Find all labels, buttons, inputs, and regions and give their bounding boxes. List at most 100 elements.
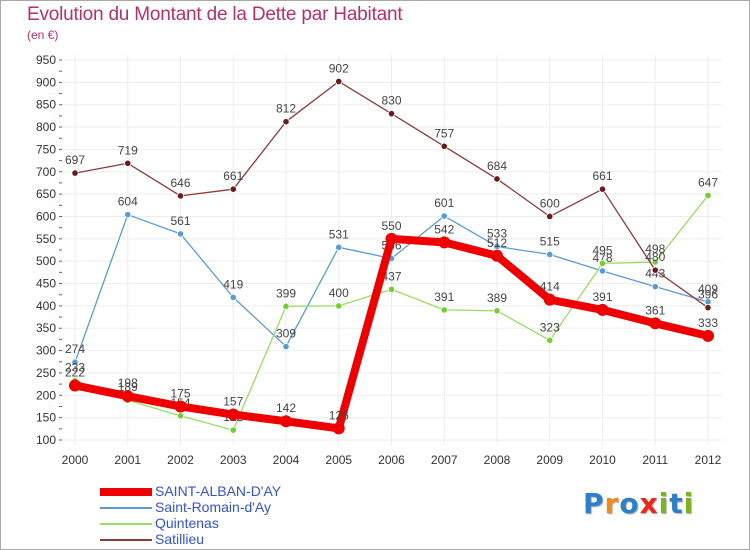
x-tick-label: 2010 — [589, 453, 616, 467]
data-point — [124, 211, 132, 219]
data-label: 389 — [487, 291, 507, 305]
data-label: 157 — [223, 395, 243, 409]
data-label: 719 — [118, 143, 138, 157]
data-label: 830 — [381, 94, 401, 108]
data-label: 684 — [487, 159, 507, 173]
data-point — [174, 400, 187, 413]
x-tick-label: 2011 — [642, 453, 668, 467]
data-label: 812 — [276, 102, 296, 116]
data-point — [71, 169, 79, 177]
data-point — [121, 390, 134, 403]
data-label: 361 — [645, 303, 665, 317]
data-point — [176, 412, 185, 420]
data-label: 478 — [592, 251, 612, 265]
data-label: 561 — [170, 214, 190, 228]
x-tick-label: 2004 — [273, 453, 300, 467]
data-label: 495 — [592, 243, 612, 257]
legend-swatch — [100, 488, 152, 496]
legend-label: Saint-Romain-d'Ay — [155, 499, 272, 515]
data-point — [491, 249, 503, 262]
data-point — [649, 317, 662, 330]
data-label: 233 — [65, 361, 85, 375]
data-point — [229, 185, 237, 193]
data-point — [385, 232, 398, 245]
y-tick-label: 800 — [36, 120, 56, 134]
data-point — [493, 175, 501, 183]
data-point — [438, 236, 451, 249]
data-point — [387, 285, 396, 293]
legend-label: SAINT-ALBAN-D'AY — [155, 483, 282, 499]
data-label: 604 — [118, 195, 138, 209]
y-tick-label: 700 — [36, 165, 56, 179]
data-point — [282, 118, 290, 126]
axis-layer: 100 150 200 250 300 350 400 450 500 550 600 650 700 7… — [36, 53, 722, 467]
data-point — [69, 379, 81, 392]
x-tick-label: 2009 — [536, 453, 563, 467]
data-label: 647 — [698, 175, 718, 189]
data-label: 512 — [487, 236, 507, 250]
data-label: 391 — [592, 290, 612, 304]
y-tick-label: 650 — [36, 187, 56, 201]
legend-label: Satillieu — [155, 531, 205, 547]
data-label: 189 — [118, 380, 138, 394]
data-point — [493, 307, 501, 315]
data-label: 661 — [223, 169, 243, 183]
x-tick-label: 2007 — [431, 453, 458, 467]
x-tick-label: 2008 — [484, 453, 511, 467]
y-tick-label: 750 — [36, 142, 56, 156]
data-label: 902 — [329, 61, 349, 75]
data-label: 480 — [645, 250, 665, 264]
data-point — [704, 191, 712, 200]
data-label: 333 — [698, 316, 718, 330]
data-point — [387, 110, 396, 118]
data-point — [440, 142, 448, 150]
data-point — [71, 358, 79, 366]
data-point — [651, 283, 659, 291]
proxiti-logo: Proxiti — [583, 487, 695, 520]
data-point — [546, 212, 554, 221]
data-label: 437 — [381, 269, 401, 283]
data-point — [124, 159, 132, 167]
data-point — [176, 230, 185, 238]
data-point — [493, 242, 501, 251]
data-point — [651, 258, 659, 266]
data-label: 531 — [329, 227, 349, 241]
legend-swatch — [100, 539, 152, 541]
data-label: 323 — [540, 320, 560, 334]
data-point — [546, 250, 554, 259]
data-point — [598, 259, 607, 268]
y-tick-label: 150 — [36, 411, 56, 425]
data-point — [229, 293, 237, 301]
y-tick-label: 300 — [36, 344, 56, 358]
data-label: 498 — [645, 242, 665, 256]
data-point — [282, 302, 290, 310]
data-label: 399 — [276, 286, 296, 300]
legend-swatch — [100, 507, 152, 509]
data-point — [704, 304, 712, 312]
data-label: 400 — [329, 286, 349, 300]
data-point — [440, 212, 448, 220]
data-label: 661 — [592, 169, 612, 183]
data-point — [282, 342, 290, 351]
legend-label: Quintenas — [155, 515, 219, 531]
chart-subtitle: (en €) — [27, 28, 59, 42]
legend-swatch — [100, 523, 152, 525]
data-point — [546, 336, 554, 344]
y-tick-label: 850 — [36, 98, 56, 112]
x-tick-label: 2000 — [62, 453, 89, 467]
data-point — [598, 185, 607, 193]
y-tick-label: 200 — [36, 388, 56, 402]
y-tick-label: 450 — [36, 277, 56, 291]
data-label: 396 — [698, 288, 718, 302]
data-label: 309 — [276, 327, 296, 341]
data-label: 697 — [65, 153, 85, 167]
data-label: 126 — [329, 408, 349, 422]
data-point — [596, 303, 609, 316]
data-label: 175 — [170, 386, 190, 400]
series-satillieu: 697 719 646 661 812 902 830 757 684 600 661 480 396 — [65, 61, 718, 312]
data-label: 419 — [223, 277, 243, 291]
data-label: 515 — [540, 234, 560, 248]
data-label: 550 — [381, 219, 401, 233]
